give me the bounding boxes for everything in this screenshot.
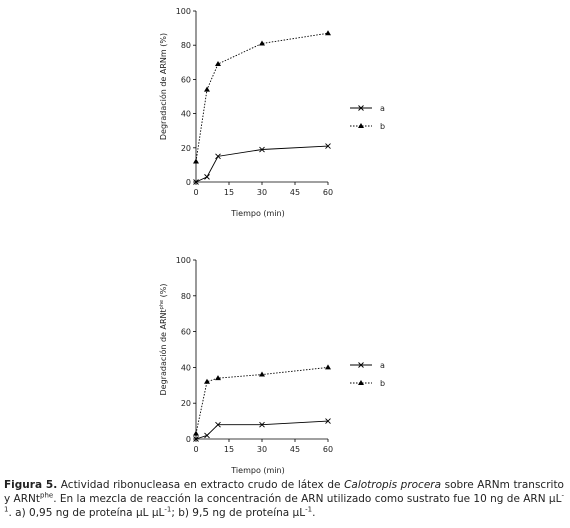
x-tick-label: 60 xyxy=(323,188,333,197)
x-tick-label: 45 xyxy=(290,445,300,454)
x-axis-label: Tiempo (min) xyxy=(230,466,284,475)
y-axis-label-part: Degradación de ARNt xyxy=(158,309,168,395)
marker xyxy=(215,153,221,160)
y-tick-label: 20 xyxy=(181,399,191,408)
y-tick-label: 0 xyxy=(186,178,191,187)
legend-marker xyxy=(358,362,364,368)
caption-label: Figura 5. xyxy=(4,479,58,491)
marker xyxy=(215,421,221,428)
y-tick-label: 80 xyxy=(181,41,191,50)
caption-sup: -1 xyxy=(164,505,172,514)
y-tick-label: 40 xyxy=(181,110,191,119)
marker xyxy=(193,436,199,442)
marker xyxy=(215,61,221,67)
legend-label: a xyxy=(380,104,385,113)
marker xyxy=(204,432,210,439)
caption-text: . En la mezcla de reacción la concentrac… xyxy=(53,493,562,505)
caption: Figura 5. Actividad ribonucleasa en extr… xyxy=(4,478,564,520)
y-tick-label: 0 xyxy=(186,435,191,444)
y-axis-label-part: Degradación de ARNm (%) xyxy=(158,33,168,140)
x-tick-label: 15 xyxy=(224,445,234,454)
series-line xyxy=(195,32,329,162)
marker xyxy=(259,146,265,153)
marker xyxy=(259,371,265,377)
x-tick-label: 15 xyxy=(224,188,234,197)
caption-sup: phe xyxy=(40,491,54,500)
y-axis-label: Degradación de ARNtphe (%) xyxy=(158,284,168,396)
series-line xyxy=(195,145,329,183)
y-axis-label-part: phe xyxy=(159,300,165,309)
marker xyxy=(204,86,210,92)
x-tick-label: 30 xyxy=(257,188,267,197)
marker xyxy=(204,378,210,384)
marker xyxy=(325,364,331,370)
y-axis-label: Degradación de ARNm (%) xyxy=(158,33,168,140)
y-tick-label: 40 xyxy=(181,363,191,372)
y-axis-label-part: (%) xyxy=(159,284,168,300)
marker xyxy=(259,421,265,428)
legend-label: b xyxy=(380,122,385,131)
caption-text: . a) 0,95 ng de proteína µL µL xyxy=(8,507,165,519)
legend-label: a xyxy=(380,361,385,370)
marker xyxy=(193,179,199,185)
y-tick-label: 60 xyxy=(181,328,191,337)
caption-text: ; b) 9,5 ng de proteína µL xyxy=(171,507,306,519)
marker xyxy=(325,143,331,149)
legend-marker xyxy=(358,123,364,128)
x-tick-label: 45 xyxy=(290,188,300,197)
legend-marker xyxy=(358,380,364,385)
marker xyxy=(325,418,331,424)
y-tick-label: 100 xyxy=(176,256,191,265)
caption-text: Actividad ribonucleasa en extracto crudo… xyxy=(57,479,345,491)
caption-sup: -1 xyxy=(305,505,313,514)
x-tick-label: 60 xyxy=(323,445,333,454)
marker xyxy=(325,30,331,36)
caption-species: Calotropis procera xyxy=(344,479,442,491)
y-tick-label: 60 xyxy=(181,75,191,84)
caption-text: . xyxy=(312,507,316,519)
legend-label: b xyxy=(380,379,385,388)
series-line xyxy=(195,366,329,434)
marker xyxy=(193,158,199,164)
x-tick-label: 0 xyxy=(193,445,198,454)
legend-marker xyxy=(358,105,364,111)
y-tick-label: 100 xyxy=(176,7,191,16)
y-tick-label: 20 xyxy=(181,144,191,153)
series-line xyxy=(195,420,329,440)
figure: 0 20 40 60 80 100 0 15 30 45 60 Tiempo (min) Degrada… xyxy=(158,7,385,475)
x-tick-label: 30 xyxy=(257,445,267,454)
marker xyxy=(193,430,199,436)
x-tick-label: 0 xyxy=(193,188,198,197)
caption-text: sobre ARNm transcrito y ARNt xyxy=(4,479,564,505)
marker xyxy=(215,375,221,381)
marker xyxy=(204,174,210,180)
marker xyxy=(259,40,265,46)
y-tick-label: 80 xyxy=(181,292,191,301)
caption-sup: -1 xyxy=(4,491,564,514)
x-axis-label: Tiempo (min) xyxy=(230,209,284,218)
